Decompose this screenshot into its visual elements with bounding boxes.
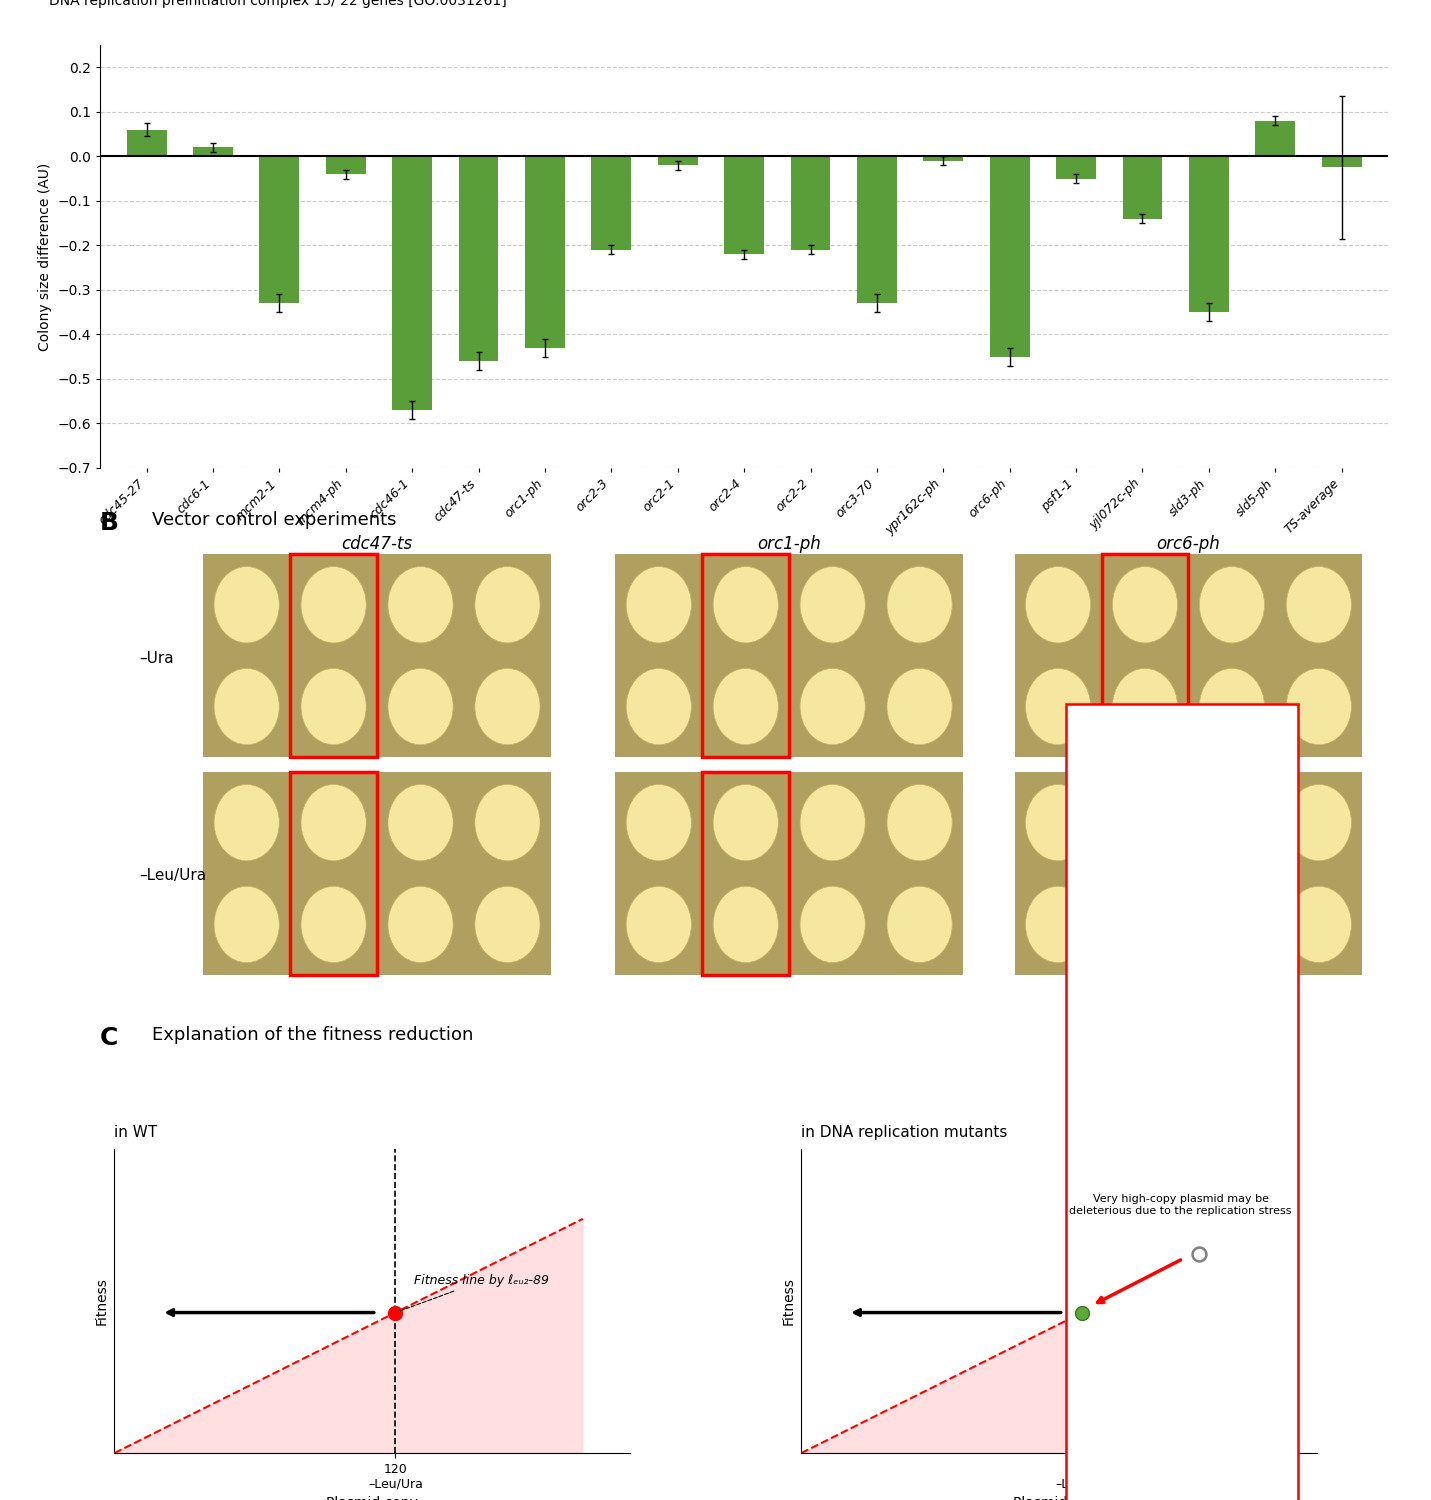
Ellipse shape: [1112, 784, 1178, 861]
Ellipse shape: [475, 886, 539, 963]
Bar: [658, 156, 698, 165]
FancyBboxPatch shape: [615, 771, 963, 975]
Y-axis label: Colony size difference (AU): Colony size difference (AU): [39, 162, 52, 351]
Bar: [1189, 156, 1229, 312]
Ellipse shape: [1112, 567, 1178, 644]
Text: –Ura: –Ura: [139, 651, 173, 666]
Text: orc1-ph: orc1-ph: [757, 536, 821, 554]
Ellipse shape: [1286, 567, 1351, 644]
Text: C: C: [100, 1026, 119, 1050]
Bar: [1322, 156, 1361, 168]
Ellipse shape: [800, 567, 866, 644]
Bar: [591, 156, 631, 251]
X-axis label: Plasmid copy
number: Plasmid copy number: [326, 1497, 418, 1500]
Text: in DNA replication mutants: in DNA replication mutants: [801, 1125, 1007, 1140]
Bar: [990, 156, 1029, 357]
Bar: [259, 156, 299, 303]
Ellipse shape: [627, 784, 691, 861]
Ellipse shape: [388, 784, 454, 861]
Text: Explanation of the fitness reduction: Explanation of the fitness reduction: [152, 1026, 474, 1044]
Ellipse shape: [1026, 886, 1090, 963]
Text: Vector control experiments: Vector control experiments: [152, 512, 396, 530]
Bar: [392, 156, 432, 410]
Text: Very high-copy plasmid may be
deleterious due to the replication stress: Very high-copy plasmid may be deleteriou…: [1069, 1194, 1292, 1215]
Ellipse shape: [388, 669, 454, 746]
Ellipse shape: [301, 886, 366, 963]
Text: –Leu/Ura: –Leu/Ura: [139, 868, 206, 883]
Ellipse shape: [388, 886, 454, 963]
Ellipse shape: [887, 567, 952, 644]
FancyBboxPatch shape: [203, 554, 551, 758]
FancyBboxPatch shape: [203, 771, 551, 975]
Ellipse shape: [475, 669, 539, 746]
Ellipse shape: [475, 784, 539, 861]
FancyBboxPatch shape: [1015, 554, 1362, 758]
FancyBboxPatch shape: [615, 554, 963, 758]
Ellipse shape: [215, 669, 279, 746]
Y-axis label: Fitness: Fitness: [94, 1276, 109, 1324]
Bar: [857, 156, 897, 303]
Ellipse shape: [475, 567, 539, 644]
Polygon shape: [114, 1220, 582, 1454]
Ellipse shape: [800, 886, 866, 963]
Text: orc6-ph: orc6-ph: [1156, 536, 1221, 554]
FancyBboxPatch shape: [1015, 771, 1362, 975]
Bar: [127, 129, 166, 156]
Ellipse shape: [887, 886, 952, 963]
Ellipse shape: [1026, 567, 1090, 644]
Bar: [525, 156, 565, 348]
Ellipse shape: [1026, 669, 1090, 746]
Text: Fitness line by ℓₑᵤ₂-89: Fitness line by ℓₑᵤ₂-89: [398, 1275, 550, 1311]
Polygon shape: [801, 1220, 1269, 1454]
Text: B: B: [100, 512, 119, 536]
Bar: [724, 156, 764, 254]
Ellipse shape: [388, 567, 454, 644]
Bar: [326, 156, 366, 174]
Ellipse shape: [627, 669, 691, 746]
Ellipse shape: [1286, 669, 1351, 746]
Ellipse shape: [1199, 669, 1265, 746]
Ellipse shape: [887, 669, 952, 746]
Ellipse shape: [1286, 886, 1351, 963]
Ellipse shape: [627, 567, 691, 644]
Ellipse shape: [713, 886, 778, 963]
Ellipse shape: [1112, 669, 1178, 746]
Text: DNA replication preinitiation complex 15/ 22 genes [GO:0031261]: DNA replication preinitiation complex 15…: [49, 0, 507, 9]
Ellipse shape: [713, 784, 778, 861]
Bar: [790, 156, 830, 251]
Y-axis label: Fitness: Fitness: [781, 1276, 796, 1324]
Ellipse shape: [1199, 886, 1265, 963]
Ellipse shape: [301, 567, 366, 644]
Ellipse shape: [713, 669, 778, 746]
FancyBboxPatch shape: [1066, 704, 1298, 1500]
Text: cdc47-ts: cdc47-ts: [342, 536, 412, 554]
Ellipse shape: [215, 784, 279, 861]
Ellipse shape: [887, 784, 952, 861]
Ellipse shape: [1286, 784, 1351, 861]
Bar: [1056, 156, 1096, 178]
Bar: [923, 156, 963, 160]
Ellipse shape: [215, 886, 279, 963]
Bar: [459, 156, 498, 362]
Ellipse shape: [1199, 784, 1265, 861]
Ellipse shape: [301, 784, 366, 861]
Ellipse shape: [713, 567, 778, 644]
X-axis label: Plasmid copy
number: Plasmid copy number: [1013, 1497, 1105, 1500]
Ellipse shape: [800, 669, 866, 746]
Ellipse shape: [627, 886, 691, 963]
Text: in WT: in WT: [114, 1125, 157, 1140]
Ellipse shape: [1112, 886, 1178, 963]
Bar: [1122, 156, 1162, 219]
Ellipse shape: [215, 567, 279, 644]
Ellipse shape: [800, 784, 866, 861]
Bar: [193, 147, 233, 156]
Bar: [1255, 120, 1295, 156]
Ellipse shape: [301, 669, 366, 746]
Ellipse shape: [1026, 784, 1090, 861]
Ellipse shape: [1199, 567, 1265, 644]
